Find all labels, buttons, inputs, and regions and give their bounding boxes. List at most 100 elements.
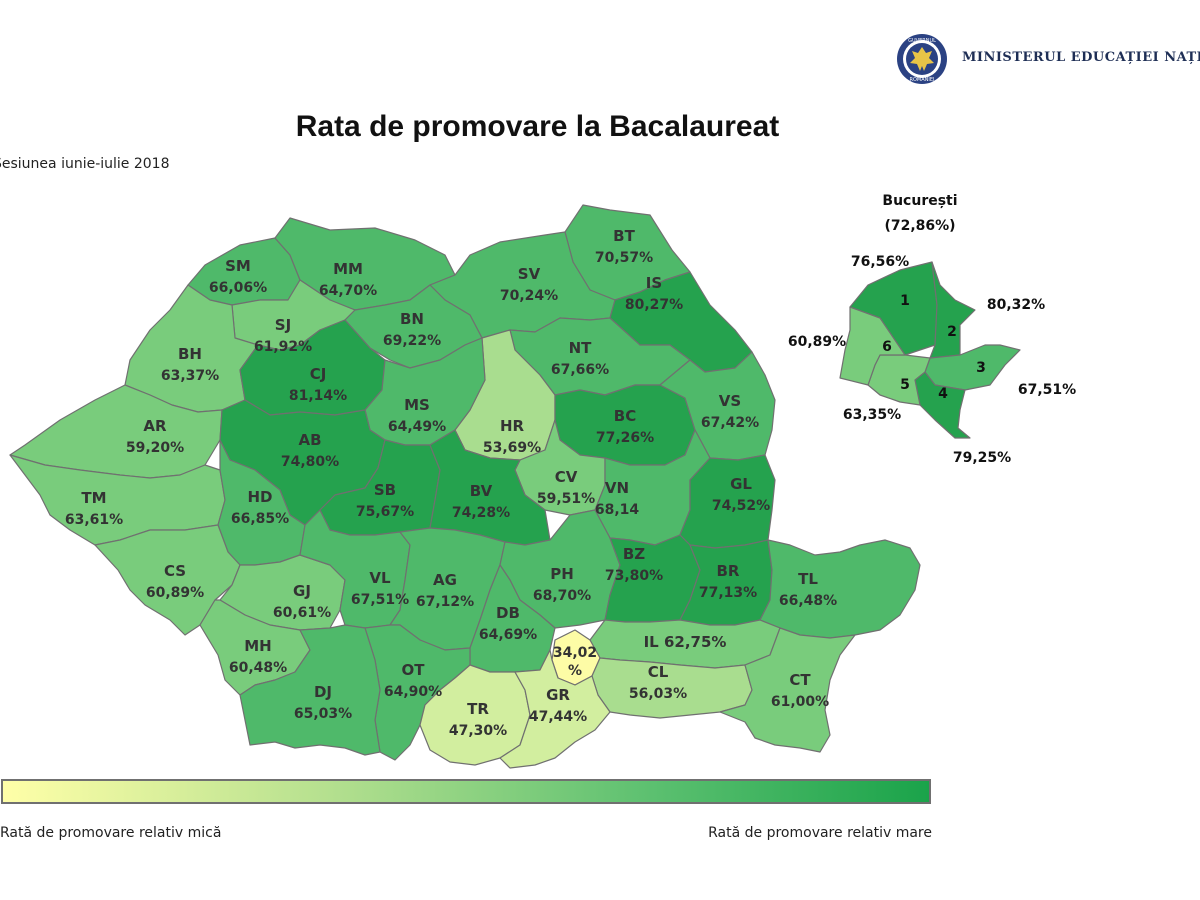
county-value-hd: 66,85% <box>231 511 289 527</box>
county-value-tm: 63,61% <box>65 512 123 528</box>
county-code-vs: VS <box>719 392 741 410</box>
county-dj[interactable] <box>239 624 381 756</box>
county-value-vn: 68,14 <box>595 502 640 518</box>
county-code-mh: MH <box>244 637 271 655</box>
county-ct[interactable] <box>719 627 856 753</box>
county-value-nt: 67,66% <box>551 362 609 378</box>
sector-number-4: 4 <box>938 386 948 402</box>
county-code-bh: BH <box>178 345 202 363</box>
sector-value-6: 60,89% <box>788 334 846 350</box>
county-code-ag: AG <box>433 571 457 589</box>
county-value-cv: 59,51% <box>537 491 595 507</box>
county-code-bt: BT <box>613 227 635 245</box>
county-label-il: IL 62,75% <box>644 633 727 651</box>
county-value-sj: 61,92% <box>254 339 312 355</box>
sector-number-6: 6 <box>882 339 892 355</box>
county-value-if: 34,02 <box>553 645 597 661</box>
county-code-cj: CJ <box>310 365 327 383</box>
county-value-if-suffix: % <box>568 663 582 679</box>
county-value-vs: 67,42% <box>701 415 759 431</box>
county-code-gr: GR <box>546 686 570 704</box>
sector-value-5: 63,35% <box>843 407 901 423</box>
county-code-bz: BZ <box>623 545 645 563</box>
county-value-sm: 66,06% <box>209 280 267 296</box>
county-code-cv: CV <box>555 468 578 486</box>
sector-value-2: 80,32% <box>987 297 1045 313</box>
county-value-bz: 73,80% <box>605 568 663 584</box>
county-code-bv: BV <box>470 482 493 500</box>
county-code-ph: PH <box>550 565 574 583</box>
sector-number-3: 3 <box>976 360 986 376</box>
county-code-tl: TL <box>798 570 818 588</box>
county-value-ct: 61,00% <box>771 694 829 710</box>
county-cs[interactable] <box>94 524 241 636</box>
county-value-dj: 65,03% <box>294 706 352 722</box>
page-subtitle: Sesiunea iunie-iulie 2018 <box>0 156 170 172</box>
county-code-gj: GJ <box>293 582 311 600</box>
county-value-cj: 81,14% <box>289 388 347 404</box>
county-value-vl: 67,51% <box>351 592 409 608</box>
county-vs[interactable] <box>659 351 776 461</box>
sector-number-1: 1 <box>900 293 910 309</box>
county-value-tr: 47,30% <box>449 723 507 739</box>
county-value-bv: 74,28% <box>452 505 510 521</box>
county-value-db: 64,69% <box>479 627 537 643</box>
sector-number-5: 5 <box>900 377 910 393</box>
county-code-ct: CT <box>789 671 811 689</box>
bucharest-total: (72,86%) <box>884 218 955 234</box>
bucharest-sector-2[interactable] <box>929 261 976 359</box>
county-value-ar: 59,20% <box>126 440 184 456</box>
county-value-cs: 60,89% <box>146 585 204 601</box>
sector-number-2: 2 <box>947 324 957 340</box>
county-code-is: IS <box>646 274 662 292</box>
ministry-logo-icon: GUVERNUL ROMÂNIEI <box>897 34 947 84</box>
county-value-mm: 64,70% <box>319 283 377 299</box>
legend-bar <box>1 779 931 804</box>
ministry-name: MINISTERUL EDUCAȚIEI NAȚIONALE <box>962 50 1200 65</box>
county-value-mh: 60,48% <box>229 660 287 676</box>
county-code-ab: AB <box>298 431 321 449</box>
county-value-cl: 56,03% <box>629 686 687 702</box>
county-code-hd: HD <box>247 488 272 506</box>
county-code-sv: SV <box>518 265 541 283</box>
county-code-sj: SJ <box>275 316 291 334</box>
county-code-cs: CS <box>164 562 186 580</box>
county-code-hr: HR <box>500 417 525 435</box>
county-code-tm: TM <box>81 489 106 507</box>
county-code-vn: VN <box>605 479 629 497</box>
county-value-br: 77,13% <box>699 585 757 601</box>
county-value-bc: 77,26% <box>596 430 654 446</box>
county-value-sv: 70,24% <box>500 288 558 304</box>
county-code-dj: DJ <box>314 683 332 701</box>
bucharest-sector-6[interactable] <box>839 306 906 386</box>
county-value-bn: 69,22% <box>383 333 441 349</box>
county-code-bc: BC <box>614 407 636 425</box>
county-value-ab: 74,80% <box>281 454 339 470</box>
county-code-ms: MS <box>404 396 430 414</box>
sector-value-4: 79,25% <box>953 450 1011 466</box>
county-value-ms: 64,49% <box>388 419 446 435</box>
county-value-gj: 60,61% <box>273 605 331 621</box>
county-code-bn: BN <box>400 310 424 328</box>
county-value-ot: 64,90% <box>384 684 442 700</box>
county-code-vl: VL <box>369 569 391 587</box>
svg-text:ROMÂNIEI: ROMÂNIEI <box>910 76 935 83</box>
county-code-mm: MM <box>333 260 363 278</box>
county-code-nt: NT <box>569 339 593 357</box>
sector-value-3: 67,51% <box>1018 382 1076 398</box>
county-gr[interactable] <box>499 649 611 769</box>
county-value-is: 80,27% <box>625 297 683 313</box>
county-value-sb: 75,67% <box>356 504 414 520</box>
county-value-ag: 67,12% <box>416 594 474 610</box>
county-value-gr: 47,44% <box>529 709 587 725</box>
county-tl[interactable] <box>759 539 921 639</box>
county-code-sm: SM <box>225 257 251 275</box>
county-value-hr: 53,69% <box>483 440 541 456</box>
county-code-ar: AR <box>143 417 167 435</box>
county-value-tl: 66,48% <box>779 593 837 609</box>
county-code-db: DB <box>496 604 520 622</box>
legend-high-label: Rată de promovare relativ mare <box>708 825 932 841</box>
county-value-bh: 63,37% <box>161 368 219 384</box>
sector-value-1: 76,56% <box>851 254 909 270</box>
